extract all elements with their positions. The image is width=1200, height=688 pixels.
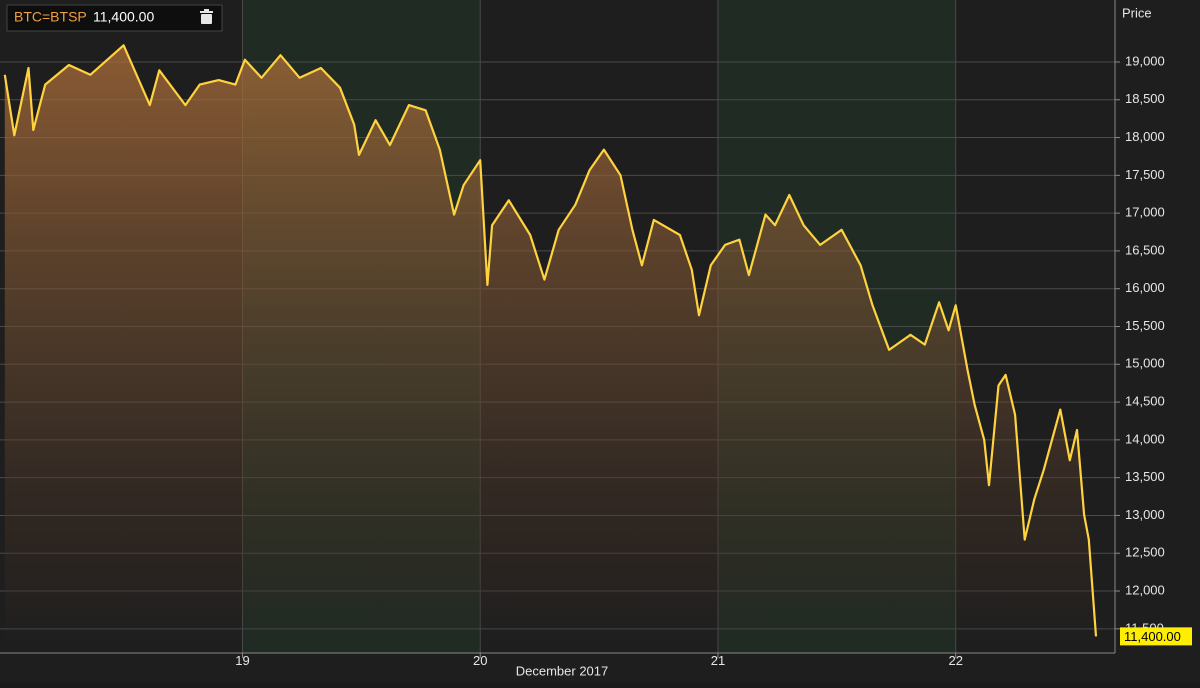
y-tick-label: 15,000 xyxy=(1125,356,1165,371)
y-tick-label: 18,000 xyxy=(1125,129,1165,144)
y-tick-label: 15,500 xyxy=(1125,318,1165,333)
y-tick-label: 18,500 xyxy=(1125,91,1165,106)
y-tick-label: 19,000 xyxy=(1125,53,1165,68)
y-tick-label: 17,500 xyxy=(1125,167,1165,182)
delete-icon[interactable] xyxy=(200,9,213,24)
x-axis-label: December 2017 xyxy=(516,663,609,678)
last-price-label: 11,400.00 xyxy=(1124,629,1181,644)
y-axis-title: Price xyxy=(1122,5,1152,20)
x-tick-label: 19 xyxy=(235,653,249,668)
y-tick-label: 16,500 xyxy=(1125,242,1165,257)
legend-last-price: 11,400.00 xyxy=(93,9,154,25)
y-tick-label: 13,500 xyxy=(1125,469,1165,484)
y-tick-label: 13,000 xyxy=(1125,507,1165,522)
y-tick-label: 14,000 xyxy=(1125,431,1165,446)
y-tick-label: 17,000 xyxy=(1125,205,1165,220)
price-line xyxy=(3,44,1098,637)
y-tick-label: 16,000 xyxy=(1125,280,1165,295)
y-tick-label: 12,500 xyxy=(1125,545,1165,560)
legend: BTC=BTSP 11,400.00 xyxy=(6,4,223,32)
last-price-badge xyxy=(1120,627,1192,646)
x-tick-label: 20 xyxy=(473,653,487,668)
y-tick-label: 14,500 xyxy=(1125,394,1165,409)
y-tick-label: 12,000 xyxy=(1125,582,1165,597)
legend-series-name: BTC=BTSP xyxy=(14,9,87,25)
area xyxy=(4,45,1096,654)
x-tick-label: 21 xyxy=(711,653,725,668)
legend-box xyxy=(6,4,223,32)
x-tick-label: 22 xyxy=(948,653,962,668)
